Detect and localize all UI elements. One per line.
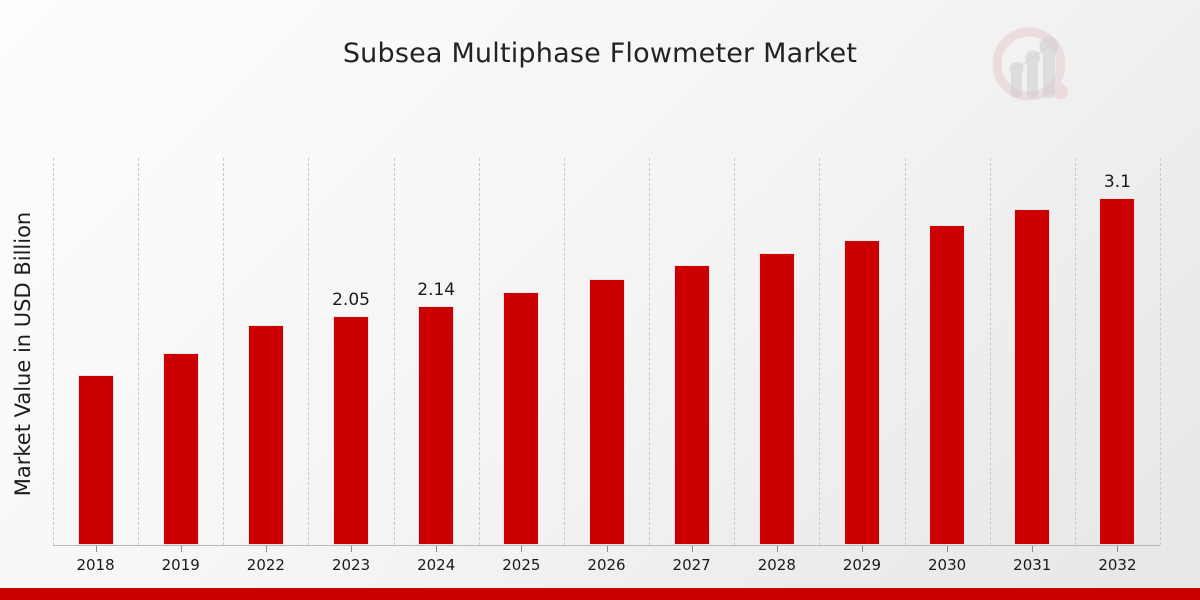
chart-title: Subsea Multiphase Flowmeter Market bbox=[342, 38, 858, 69]
gridline bbox=[649, 158, 651, 545]
x-tick-mark-2022 bbox=[265, 546, 267, 552]
x-tick-label-2030: 2030 bbox=[928, 556, 967, 574]
footer-band bbox=[0, 588, 1200, 600]
x-tick-mark-2026 bbox=[606, 546, 608, 552]
gridline bbox=[478, 158, 480, 545]
gridline bbox=[1074, 158, 1076, 545]
bar-2028 bbox=[758, 253, 795, 545]
gridline bbox=[138, 158, 140, 545]
x-tick-mark-2031 bbox=[1032, 546, 1034, 552]
plot-area bbox=[53, 158, 1161, 545]
x-tick-label-2025: 2025 bbox=[502, 556, 541, 574]
x-tick-label-2029: 2029 bbox=[842, 556, 882, 574]
x-tick-label-2032: 2032 bbox=[1098, 556, 1137, 574]
x-tick-label-2027: 2027 bbox=[672, 556, 711, 574]
gridline bbox=[53, 158, 54, 545]
x-tick-mark-2029 bbox=[861, 546, 863, 552]
x-tick-mark-2028 bbox=[776, 546, 778, 552]
x-tick-mark-2024 bbox=[436, 546, 438, 552]
bar-2025 bbox=[503, 292, 540, 545]
bar-2022 bbox=[247, 324, 284, 545]
bar-2018 bbox=[77, 375, 114, 545]
x-tick-mark-2019 bbox=[180, 546, 182, 552]
x-tick-label-2019: 2019 bbox=[161, 556, 200, 574]
x-tick-label-2024: 2024 bbox=[417, 556, 456, 574]
x-axis-baseline bbox=[53, 545, 1160, 546]
x-tick-label-2022: 2022 bbox=[246, 556, 285, 574]
bar-2032 bbox=[1099, 198, 1136, 545]
x-tick-mark-2030 bbox=[947, 546, 949, 552]
x-tick-label-2023: 2023 bbox=[331, 556, 371, 574]
x-tick-mark-2025 bbox=[521, 546, 523, 552]
x-tick-label-2026: 2026 bbox=[587, 556, 626, 574]
bar-2024 bbox=[418, 305, 455, 545]
bar-2027 bbox=[673, 265, 710, 545]
gridline bbox=[904, 158, 906, 545]
gridline bbox=[989, 158, 991, 545]
gridline bbox=[393, 158, 395, 545]
x-tick-mark-2027 bbox=[691, 546, 693, 552]
gridline bbox=[563, 158, 565, 545]
x-tick-mark-2018 bbox=[95, 546, 97, 552]
x-tick-mark-2032 bbox=[1117, 546, 1119, 552]
bar-value-label-2024: 2.14 bbox=[417, 279, 456, 300]
bar-2030 bbox=[929, 225, 966, 545]
bar-2029 bbox=[843, 239, 880, 545]
x-tick-label-2018: 2018 bbox=[76, 556, 115, 574]
x-tick-label-2028: 2028 bbox=[757, 556, 796, 574]
bar-2031 bbox=[1014, 209, 1051, 545]
y-axis-label: Market Value in USD Billion bbox=[11, 211, 35, 497]
bar-2023 bbox=[333, 315, 370, 545]
bar-2026 bbox=[588, 278, 625, 545]
gridline bbox=[819, 158, 821, 545]
bar-value-label-2023: 2.05 bbox=[332, 289, 370, 310]
bar-value-label-2032: 3.1 bbox=[1103, 172, 1131, 193]
market-research-magnifier-logo-icon bbox=[985, 22, 1085, 114]
gridline bbox=[223, 158, 225, 545]
gridline bbox=[1160, 158, 1161, 545]
x-tick-mark-2023 bbox=[351, 546, 353, 552]
x-tick-label-2031: 2031 bbox=[1013, 556, 1052, 574]
gridline bbox=[734, 158, 736, 545]
bar-2019 bbox=[162, 352, 199, 545]
gridline bbox=[308, 158, 310, 545]
